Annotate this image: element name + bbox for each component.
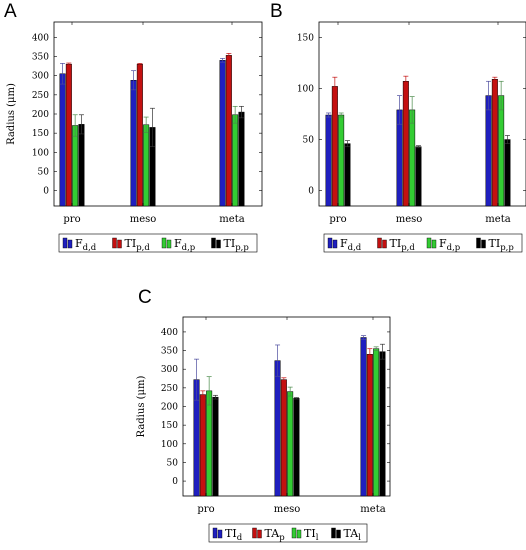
chart-b-legend-swatch <box>431 239 437 249</box>
chart-c-legend-label: TAl <box>344 527 362 543</box>
chart-b-legend-swatch <box>327 237 333 249</box>
chart-a-ytick-label: 50 <box>38 168 50 178</box>
chart-a-ytick-label: 200 <box>32 110 49 120</box>
chart-c-legend-swatch <box>212 527 218 539</box>
chart-b-legend-label: TIp,p <box>489 237 515 253</box>
chart-c-legend-swatch <box>291 527 297 539</box>
chart-c-bar <box>206 390 213 497</box>
chart-a-legend-label: TIp,p <box>224 237 250 253</box>
chart-b-legend-label: Fd,p <box>439 237 461 253</box>
chart-b-legend-swatch <box>426 237 432 249</box>
chart-c-legend-swatch <box>217 529 223 539</box>
chart-a-legend-swatch <box>62 237 68 249</box>
chart-c-legend-label: TId <box>225 527 243 543</box>
chart-a-legend-swatch <box>67 239 73 249</box>
chart-c-bar <box>379 351 386 497</box>
chart-a-ytick-label: 100 <box>32 148 49 158</box>
chart-c-ytick-label: 0 <box>172 477 178 487</box>
chart-c-bar <box>212 396 219 497</box>
chart-a-category-label: meso <box>130 214 157 225</box>
chart-c-bar <box>287 391 294 497</box>
chart-a-ytick-label: 150 <box>32 129 49 139</box>
chart-b-ytick-label: 100 <box>297 84 314 94</box>
chart-c-legend-swatch <box>296 529 302 539</box>
chart-a-ylabel: Radius (μm) <box>6 83 17 145</box>
chart-c-legend-box <box>208 523 368 543</box>
chart-a-legend-swatch <box>117 239 122 249</box>
chart-a-legend-swatch <box>216 239 221 249</box>
chart-c-ytick-label: 250 <box>161 384 178 394</box>
chart-c-legend-swatch <box>336 529 341 539</box>
chart-a-ytick-label: 0 <box>43 187 49 197</box>
chart-b-legend-swatch <box>481 239 486 249</box>
chart-a-legend-swatch <box>166 239 172 249</box>
chart-a-legend-label: Fd,d <box>75 237 97 253</box>
panel-letter-a: A <box>4 1 17 22</box>
chart-a-ytick-label: 250 <box>32 91 49 101</box>
chart-c-bar <box>274 360 281 497</box>
panel-letter-c: C <box>138 287 152 308</box>
chart-b-legend-box <box>323 233 523 253</box>
chart-a-ytick-label: 350 <box>32 53 49 63</box>
chart-c-category-label: meta <box>360 504 385 515</box>
chart-c-category-label: pro <box>197 504 214 515</box>
chart-a-category-label: pro <box>63 214 80 225</box>
chart-c-legend-swatch <box>252 527 257 539</box>
chart-b-legend-swatch <box>332 239 338 249</box>
chart-c-ytick-label: 200 <box>161 403 178 413</box>
chart-b-legend-swatch <box>476 237 481 249</box>
chart-c-bar <box>199 394 206 497</box>
chart-a-legend-label: TIp,d <box>125 237 151 253</box>
chart-a-legend-box <box>58 233 258 253</box>
chart-c-ytick-label: 100 <box>161 440 178 450</box>
chart-a-legend-label: Fd,p <box>174 237 196 253</box>
chart-c-legend-label: TAp <box>265 527 286 543</box>
panel-letter-b: B <box>270 1 283 22</box>
chart-b-category-label: meso <box>396 214 423 225</box>
chart-c-bar <box>366 354 373 497</box>
chart-b-legend-label: TIp,d <box>390 237 416 253</box>
chart-c-ytick-label: 300 <box>161 365 178 375</box>
chart-c-ytick-label: 350 <box>161 347 178 357</box>
chart-c-legend-swatch <box>331 527 336 539</box>
chart-a-legend-swatch <box>211 237 216 249</box>
chart-c-bar <box>373 348 380 497</box>
chart-b-plot-frame <box>318 21 526 207</box>
chart-c-ytick-label: 50 <box>167 458 179 468</box>
chart-a-category-label: meta <box>219 214 244 225</box>
chart-a-legend-swatch <box>161 237 167 249</box>
chart-c-ytick-label: 150 <box>161 421 178 431</box>
chart-a-ytick-label: 400 <box>32 33 49 43</box>
chart-b-category-label: pro <box>329 214 346 225</box>
chart-c-ylabel: Radius (μm) <box>136 375 147 437</box>
chart-a-ytick-label: 300 <box>32 72 49 82</box>
chart-b-legend-label: Fd,d <box>340 237 362 253</box>
chart-b-ytick-label: 50 <box>303 136 315 146</box>
chart-c-bar <box>293 398 300 497</box>
chart-c-bar <box>360 337 367 497</box>
chart-c-category-label: meso <box>274 504 301 515</box>
chart-a-legend-swatch <box>112 237 117 249</box>
chart-b-ytick-label: 150 <box>297 33 314 43</box>
chart-c-legend-label: TIl <box>304 527 319 543</box>
chart-b-legend-swatch <box>382 239 387 249</box>
chart-c-ytick-label: 400 <box>161 328 178 338</box>
chart-b-ytick-label: 0 <box>308 187 314 197</box>
chart-c-legend-swatch <box>257 529 262 539</box>
chart-c-bar <box>280 379 287 497</box>
chart-b-category-label: meta <box>485 214 510 225</box>
chart-b-legend-swatch <box>377 237 382 249</box>
